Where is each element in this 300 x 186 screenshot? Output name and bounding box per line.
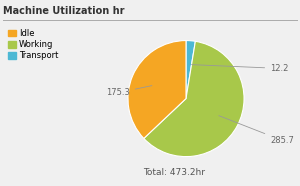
Text: Machine Utilization hr: Machine Utilization hr bbox=[3, 6, 124, 16]
Text: Total: 473.2hr: Total: 473.2hr bbox=[143, 168, 205, 177]
Text: 285.7: 285.7 bbox=[219, 116, 294, 145]
Wedge shape bbox=[128, 41, 186, 138]
Wedge shape bbox=[186, 41, 195, 99]
Legend: Idle, Working, Transport: Idle, Working, Transport bbox=[7, 28, 59, 61]
Wedge shape bbox=[144, 41, 244, 157]
Text: 12.2: 12.2 bbox=[191, 64, 289, 73]
Text: 175.3: 175.3 bbox=[106, 86, 152, 97]
